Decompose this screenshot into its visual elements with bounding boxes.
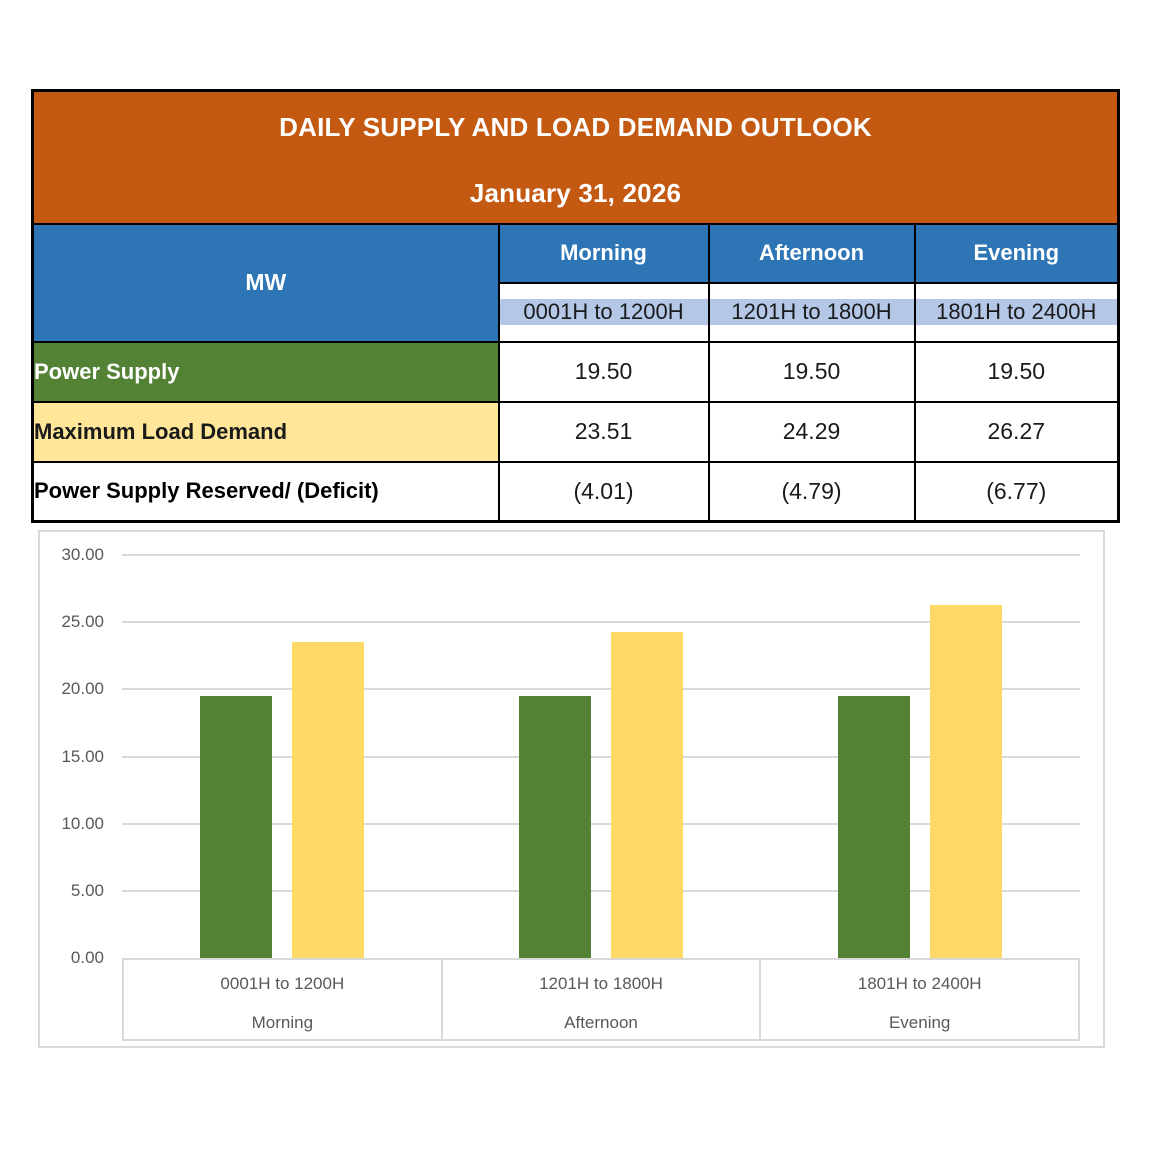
period-header-evening: Evening <box>913 222 1120 284</box>
value-max-load-afternoon: 24.29 <box>707 400 916 463</box>
daily-outlook-table: DAILY SUPPLY AND LOAD DEMAND OUTLOOK Jan… <box>31 89 1120 523</box>
chart-plot-area <box>122 554 1080 958</box>
category-cell-evening: 1801H to 2400H Evening <box>759 960 1078 1039</box>
gridline-20.00 <box>122 688 1080 691</box>
y-axis-tick-label: 5.00 <box>70 880 104 900</box>
gridline-10.00 <box>122 822 1080 825</box>
category-hours-label: 0001H to 1200H <box>220 974 345 993</box>
bar-maximum-load-demand-morning <box>291 642 364 958</box>
y-axis-tick-label: 10.00 <box>61 813 104 833</box>
hours-subheader-afternoon: 1201H to 1800H <box>707 281 916 343</box>
gridline-30.00 <box>122 554 1080 556</box>
category-period-label: Evening <box>888 1013 951 1032</box>
category-period-label: Afternoon <box>564 1013 638 1032</box>
period-header-afternoon: Afternoon <box>707 222 916 284</box>
value-deficit-afternoon: (4.79) <box>707 460 916 523</box>
row-label-power-supply: Power Supply <box>31 340 500 403</box>
gridline-5.00 <box>122 889 1080 892</box>
report-date: January 31, 2026 <box>469 178 682 208</box>
bar-power-supply-evening <box>838 696 911 958</box>
supply-demand-bar-chart: 0001H to 1200H Morning 1201H to 1800H After… <box>38 530 1105 1048</box>
y-axis-tick-label: 30.00 <box>61 545 104 564</box>
value-deficit-morning: (4.01) <box>497 460 710 523</box>
bar-power-supply-afternoon <box>519 696 591 958</box>
value-deficit-evening: (6.77) <box>913 460 1120 523</box>
bar-power-supply-morning <box>199 696 272 958</box>
table-title-cell: DAILY SUPPLY AND LOAD DEMAND OUTLOOK Jan… <box>31 89 1120 225</box>
gridline-15.00 <box>122 755 1080 758</box>
y-axis-tick-label: 0.00 <box>70 948 104 967</box>
hours-label-evening: 1801H to 2400H <box>916 299 1117 325</box>
value-power-supply-evening: 19.50 <box>913 340 1120 403</box>
value-max-load-evening: 26.27 <box>913 400 1120 463</box>
category-period-label: Morning <box>251 1013 314 1032</box>
gridline-25.00 <box>122 621 1080 624</box>
bar-maximum-load-demand-afternoon <box>611 631 683 958</box>
chart-category-axis: 0001H to 1200H Morning 1201H to 1800H After… <box>122 958 1080 1041</box>
hours-subheader-evening: 1801H to 2400H <box>913 281 1120 343</box>
hours-label-afternoon: 1201H to 1800H <box>710 299 913 325</box>
value-power-supply-morning: 19.50 <box>497 340 710 403</box>
y-axis-tick-label: 20.00 <box>61 679 104 699</box>
report-title: DAILY SUPPLY AND LOAD DEMAND OUTLOOK <box>279 112 872 142</box>
category-cell-morning: 0001H to 1200H Morning <box>124 960 441 1039</box>
category-hours-label: 1801H to 2400H <box>857 974 982 993</box>
hours-subheader-morning: 0001H to 1200H <box>497 281 710 343</box>
unit-header-cell: MW <box>31 222 500 343</box>
row-label-reserve-deficit: Power Supply Reserved/ (Deficit) <box>31 460 500 523</box>
period-header-morning: Morning <box>497 222 710 284</box>
y-axis-tick-label: 25.00 <box>61 612 104 632</box>
bar-maximum-load-demand-evening <box>930 605 1003 958</box>
value-power-supply-afternoon: 19.50 <box>707 340 916 403</box>
row-label-max-load-demand: Maximum Load Demand <box>31 400 500 463</box>
y-axis-tick-label: 15.00 <box>61 746 104 766</box>
category-hours-label: 1201H to 1800H <box>539 974 663 993</box>
hours-label-morning: 0001H to 1200H <box>500 299 707 325</box>
category-cell-afternoon: 1201H to 1800H Afternoon <box>440 960 760 1039</box>
value-max-load-morning: 23.51 <box>497 400 710 463</box>
